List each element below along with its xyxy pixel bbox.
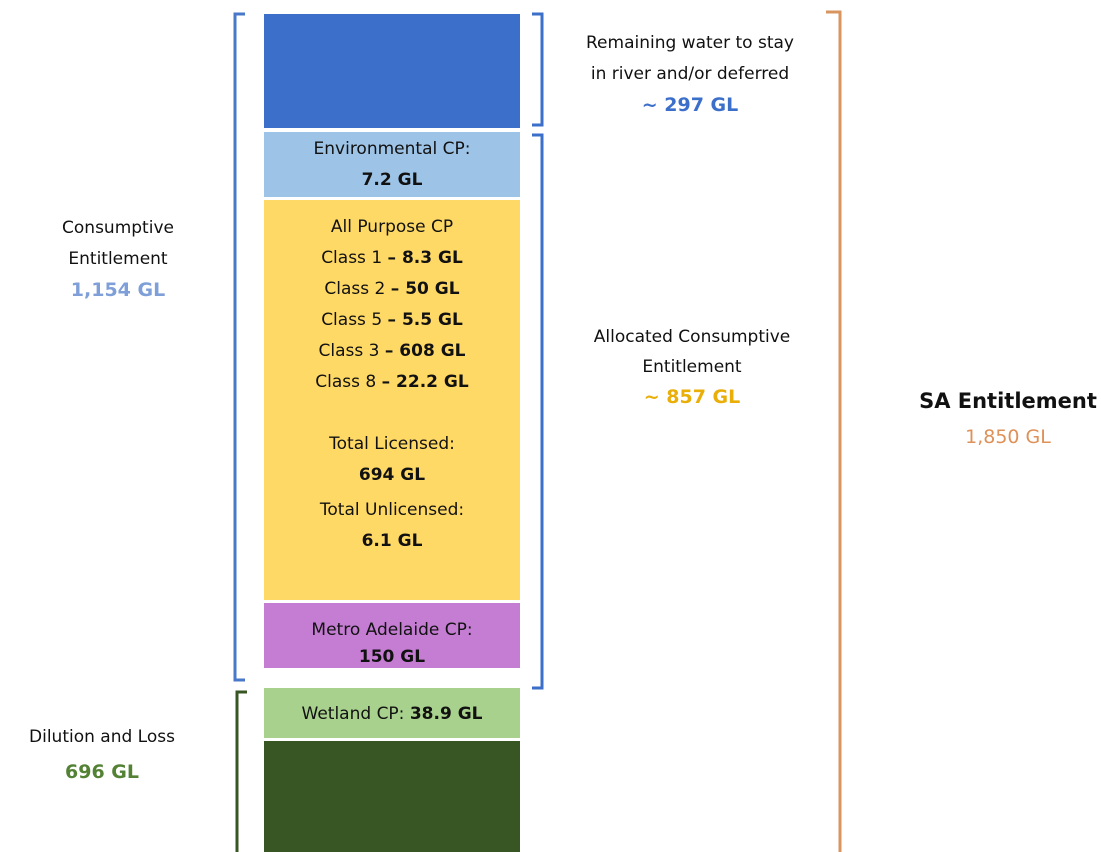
label-line: Allocated Consumptive <box>593 327 791 347</box>
remaining-block <box>264 14 520 128</box>
value: 38.9 GL <box>409 704 483 724</box>
dilution-label: Dilution and Loss 696 GL <box>2 720 202 790</box>
wetland-label: Wetland CP: 38.9 GL <box>264 699 520 729</box>
value: ~ 857 GL <box>643 386 741 408</box>
label: Metro Adelaide CP: <box>311 620 473 640</box>
class-row: Class 3 – 608 GL <box>264 336 520 367</box>
consumptive-label: Consumptive Entitlement 1,154 GL <box>28 213 208 306</box>
class-label: Class 8 <box>315 372 377 392</box>
remaining-bracket <box>532 12 544 127</box>
label: Dilution and Loss <box>29 727 175 747</box>
value: 150 GL <box>358 647 426 667</box>
environmental-block <box>264 132 520 197</box>
class-value: – 8.3 GL <box>387 248 463 268</box>
allocated-label: Allocated Consumptive Entitlement ~ 857 … <box>562 322 822 412</box>
metro-block <box>264 603 520 668</box>
label-line: Entitlement <box>68 249 168 269</box>
class-value: – 22.2 GL <box>381 372 469 392</box>
class-row: Class 5 – 5.5 GL <box>264 305 520 336</box>
environmental-label: Environmental CP: 7.2 GL <box>264 134 520 196</box>
all-purpose-block <box>264 200 520 600</box>
value: 696 GL <box>65 761 139 783</box>
value: 694 GL <box>358 465 426 485</box>
label: Wetland CP: <box>301 704 405 724</box>
class-row: Class 2 – 50 GL <box>264 274 520 305</box>
class-label: Class 3 <box>318 341 380 361</box>
label-line: in river and/or deferred <box>590 64 790 84</box>
class-value: – 50 GL <box>390 279 460 299</box>
dilution-block <box>264 741 520 852</box>
value: 1,850 GL <box>965 426 1051 448</box>
label: Total Licensed: <box>329 434 455 454</box>
wetland-block <box>264 688 520 738</box>
value: 6.1 GL <box>361 531 423 551</box>
label: SA Entitlement <box>919 389 1097 413</box>
class-row: Class 1 – 8.3 GL <box>264 243 520 274</box>
value: 7.2 GL <box>361 170 423 190</box>
label: Total Unlicensed: <box>319 500 465 520</box>
all-purpose-label: All Purpose CP Class 1 – 8.3 GL Class 2 –… <box>264 212 520 557</box>
sa-bracket <box>826 10 842 852</box>
class-value: – 608 GL <box>384 341 466 361</box>
remaining-label: Remaining water to stay in river and/or … <box>560 28 820 121</box>
label: Environmental CP: <box>313 139 471 159</box>
title: All Purpose CP <box>330 217 454 237</box>
class-value: – 5.5 GL <box>387 310 463 330</box>
value: 1,154 GL <box>70 279 166 301</box>
class-row: Class 8 – 22.2 GL <box>264 367 520 398</box>
label-line: Consumptive <box>62 218 174 238</box>
sa-label: SA Entitlement 1,850 GL <box>918 383 1098 455</box>
class-label: Class 2 <box>324 279 386 299</box>
metro-label: Metro Adelaide CP: 150 GL <box>264 617 520 671</box>
label-line: Remaining water to stay <box>586 33 794 53</box>
dilution-bracket <box>235 690 247 852</box>
value: ~ 297 GL <box>641 94 739 116</box>
consumptive-bracket <box>233 12 245 682</box>
class-label: Class 5 <box>321 310 383 330</box>
label-line: Entitlement <box>642 357 742 377</box>
allocated-bracket <box>532 133 544 690</box>
class-label: Class 1 <box>321 248 383 268</box>
classes: Class 1 – 8.3 GL Class 2 – 50 GL Class 5 –… <box>264 243 520 398</box>
